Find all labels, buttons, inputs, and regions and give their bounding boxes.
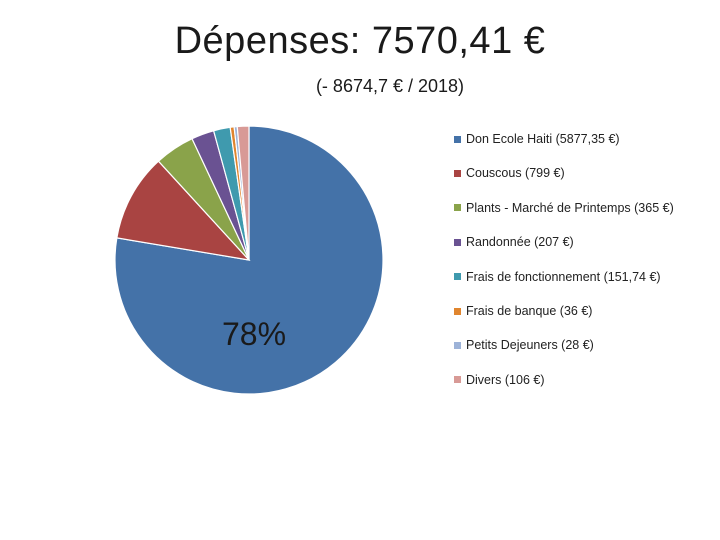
legend-label: Don Ecole Haiti (5877,35 €): [466, 132, 620, 146]
legend-item-4: Frais de fonctionnement (151,74 €): [454, 268, 661, 286]
legend-swatch: [454, 135, 461, 143]
legend-label: Couscous (799 €): [466, 166, 565, 181]
legend-item-5: Frais de banque (36 €): [454, 302, 592, 320]
legend-swatch: [454, 238, 461, 246]
legend-swatch: [454, 204, 461, 212]
legend-item-7: Divers (106 €): [454, 371, 545, 389]
legend-swatch: [454, 169, 461, 177]
pie-slice-7: [236, 125, 250, 261]
legend-label: Plants - Marché de Printemps (365 €): [466, 200, 674, 215]
legend-item-0: Don Ecole Haiti (5877,35 €): [454, 130, 620, 148]
legend-swatch: [454, 376, 461, 384]
legend-item-1: Couscous (799 €): [454, 164, 565, 182]
pie-slice-1: [116, 160, 251, 261]
legend-swatch: [454, 307, 461, 315]
legend-item-3: Randonnée (207 €): [454, 233, 574, 251]
slide-title: Dépenses: 7570,41 €: [174, 20, 546, 62]
legend-label: Divers (106 €): [466, 372, 545, 387]
legend-swatch: [454, 273, 461, 281]
legend-swatch: [454, 341, 461, 349]
legend-item-6: Petits Dejeuners (28 €): [454, 336, 594, 354]
slice-data-label: 78%: [222, 316, 287, 352]
legend-label: Randonnée (207 €): [466, 235, 574, 250]
legend-label: Petits Dejeuners (28 €): [466, 338, 594, 353]
slide-subtitle: (- 8674,7 € / 2018): [315, 76, 465, 96]
legend-item-2: Plants - Marché de Printemps (365 €): [454, 199, 674, 217]
legend-label: Frais de fonctionnement (151,74 €): [466, 269, 661, 284]
legend-label: Frais de banque (36 €): [466, 304, 593, 318]
